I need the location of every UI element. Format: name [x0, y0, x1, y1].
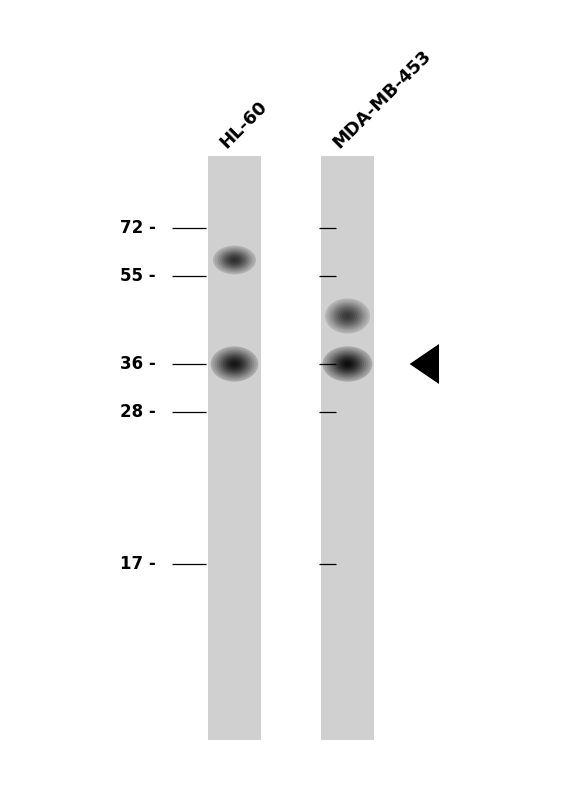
- Ellipse shape: [218, 250, 250, 270]
- Ellipse shape: [325, 348, 370, 380]
- Ellipse shape: [215, 350, 254, 378]
- Text: HL-60: HL-60: [216, 98, 271, 152]
- Ellipse shape: [211, 346, 258, 382]
- Ellipse shape: [220, 354, 249, 374]
- Text: 55 -: 55 -: [120, 267, 155, 285]
- Ellipse shape: [346, 314, 349, 318]
- Ellipse shape: [339, 358, 356, 370]
- Ellipse shape: [338, 309, 357, 323]
- Ellipse shape: [220, 250, 249, 270]
- Ellipse shape: [344, 313, 351, 319]
- Ellipse shape: [335, 355, 360, 373]
- Ellipse shape: [219, 352, 250, 376]
- Ellipse shape: [342, 312, 353, 320]
- Ellipse shape: [336, 307, 359, 325]
- Ellipse shape: [223, 355, 246, 373]
- Ellipse shape: [217, 350, 252, 378]
- Ellipse shape: [333, 354, 362, 374]
- Ellipse shape: [222, 251, 247, 269]
- Ellipse shape: [327, 300, 368, 332]
- Ellipse shape: [231, 258, 238, 262]
- Ellipse shape: [331, 352, 364, 376]
- Ellipse shape: [341, 360, 354, 368]
- Ellipse shape: [231, 361, 238, 367]
- Ellipse shape: [340, 310, 355, 322]
- Text: 28 -: 28 -: [120, 403, 155, 421]
- Polygon shape: [410, 344, 439, 384]
- Ellipse shape: [233, 258, 236, 261]
- Ellipse shape: [344, 361, 351, 367]
- Text: 36 -: 36 -: [120, 355, 155, 373]
- Bar: [321, 156, 374, 740]
- Ellipse shape: [216, 248, 253, 272]
- Text: 72 -: 72 -: [120, 219, 155, 237]
- Ellipse shape: [224, 253, 245, 267]
- Ellipse shape: [334, 306, 360, 326]
- Ellipse shape: [327, 350, 368, 378]
- Ellipse shape: [227, 358, 242, 370]
- Ellipse shape: [329, 302, 366, 330]
- Ellipse shape: [325, 298, 370, 334]
- Ellipse shape: [329, 350, 366, 378]
- Ellipse shape: [332, 304, 363, 328]
- Bar: [208, 156, 261, 740]
- Text: 17 -: 17 -: [120, 555, 155, 573]
- Ellipse shape: [212, 348, 257, 380]
- Ellipse shape: [232, 362, 236, 366]
- Ellipse shape: [213, 246, 256, 274]
- Ellipse shape: [215, 246, 254, 274]
- Ellipse shape: [225, 357, 244, 371]
- Ellipse shape: [345, 362, 350, 366]
- Ellipse shape: [229, 256, 240, 264]
- Text: MDA-MB-453: MDA-MB-453: [329, 47, 434, 152]
- Ellipse shape: [337, 357, 358, 371]
- Ellipse shape: [323, 346, 372, 382]
- Ellipse shape: [228, 360, 241, 368]
- Ellipse shape: [227, 255, 242, 265]
- Ellipse shape: [225, 254, 244, 266]
- Ellipse shape: [331, 302, 364, 330]
